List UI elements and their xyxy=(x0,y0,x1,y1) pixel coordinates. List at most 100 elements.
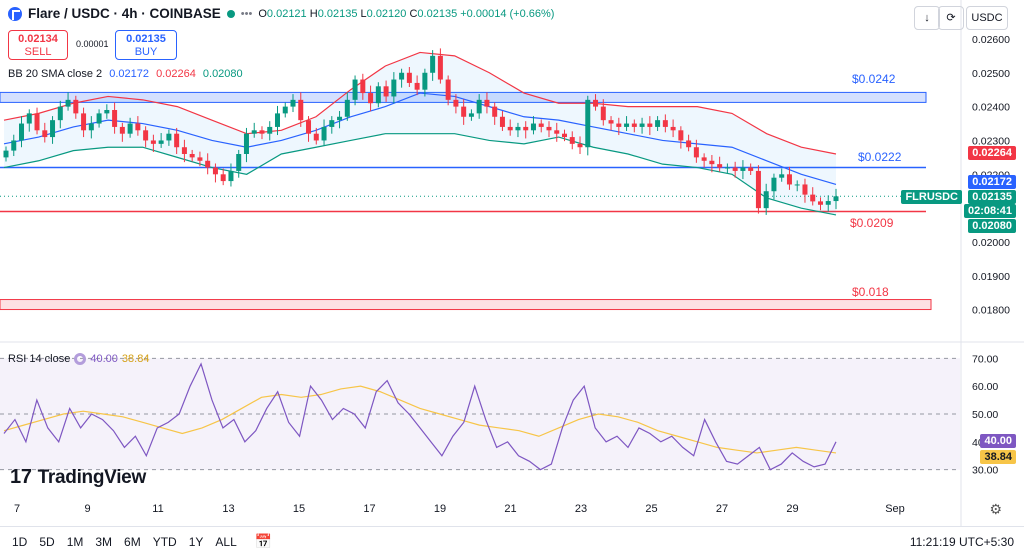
candle-body xyxy=(181,147,187,154)
candle-body xyxy=(825,201,831,205)
refresh-icon[interactable]: ⟳ xyxy=(938,6,964,30)
timeframe-1d[interactable]: 1D xyxy=(12,534,28,549)
candle-body xyxy=(50,120,56,138)
candle-body xyxy=(740,167,746,171)
candle-body xyxy=(414,82,420,90)
level-label-low: $0.0209 xyxy=(850,216,894,230)
candle-body xyxy=(437,55,443,80)
candle-body xyxy=(143,130,149,141)
sell-label: SELL xyxy=(24,46,52,58)
timeframe-all[interactable]: ALL xyxy=(215,534,237,549)
rsi-legend[interactable]: RSI 14 close 40.00 38.84 xyxy=(8,353,150,365)
rsi-tick-label: 70.00 xyxy=(972,353,998,365)
gear-icon[interactable]: ⚙ xyxy=(989,501,1002,517)
bb-legend[interactable]: BB 20 SMA close 2 0.02172 0.02264 0.0208… xyxy=(8,68,243,80)
candle-body xyxy=(212,167,218,175)
candle-body xyxy=(360,79,366,94)
rsi-badge: 40.00 xyxy=(980,434,1016,448)
candle-body xyxy=(724,167,730,169)
candle-body xyxy=(282,106,288,114)
candle-body xyxy=(236,154,242,171)
ohlc-readout: O0.02121 H0.02135 L0.02120 C0.02135 +0.0… xyxy=(258,7,555,20)
candle-body xyxy=(577,143,583,148)
candle-body xyxy=(34,113,40,131)
countdown-badge: 02:08:41 xyxy=(963,204,1016,218)
candle-body xyxy=(608,120,614,124)
price-tick-label: 0.02500 xyxy=(972,68,1010,80)
price-tick-label: 0.02600 xyxy=(972,34,1010,46)
candle-body xyxy=(306,120,312,134)
symbol-title[interactable]: Flare / USDC · 4h · COINBASE xyxy=(28,6,221,21)
buy-button[interactable]: 0.02135 BUY xyxy=(115,30,177,60)
candle-body xyxy=(430,55,436,73)
candle-body xyxy=(507,126,513,131)
candle-body xyxy=(600,106,606,121)
candle-body xyxy=(150,140,156,144)
time-tick-label: Sep xyxy=(885,503,905,515)
candle-body xyxy=(786,174,792,185)
candle-body xyxy=(104,110,110,114)
candle-body xyxy=(771,177,777,192)
bb-basis-value: 0.02172 xyxy=(109,68,149,80)
time-tick-label: 25 xyxy=(645,503,657,515)
ellipsis-icon[interactable]: ••• xyxy=(240,7,253,20)
candle-body xyxy=(3,150,9,158)
timeframe-ytd[interactable]: YTD xyxy=(152,534,177,549)
candle-body xyxy=(461,106,467,117)
last-price-badge: 0.02135 xyxy=(968,190,1016,204)
candle-body xyxy=(616,123,622,127)
candle-body xyxy=(538,123,544,127)
candle-body xyxy=(810,194,816,202)
rsi-tick-label: 30.00 xyxy=(972,465,998,477)
candle-body xyxy=(228,170,234,182)
candle-body xyxy=(523,126,529,131)
candle-body xyxy=(655,120,661,127)
flare-logo-icon xyxy=(8,6,22,21)
candle-body xyxy=(88,123,94,131)
price-tick-label: 0.01800 xyxy=(972,305,1010,317)
candle-body xyxy=(453,99,459,107)
download-icon[interactable]: ↓ xyxy=(914,6,940,30)
rsi-ma-badge: 38.84 xyxy=(980,450,1016,464)
timeframe-1y[interactable]: 1Y xyxy=(188,534,204,549)
price-tick-label: 0.02400 xyxy=(972,102,1010,114)
candle-body xyxy=(205,160,211,168)
candle-body xyxy=(267,126,273,134)
time-tick-label: 19 xyxy=(434,503,446,515)
candle-body xyxy=(73,99,79,114)
timeframe-5d[interactable]: 5D xyxy=(39,534,55,549)
candle-body xyxy=(631,123,637,127)
symbol-header: Flare / USDC · 4h · COINBASE ••• O0.0212… xyxy=(8,6,554,21)
tradingview-logo[interactable]: 17 TradingView xyxy=(10,466,146,488)
candle-body xyxy=(11,140,17,151)
candle-body xyxy=(344,99,350,117)
loading-icon xyxy=(74,353,87,365)
currency-select[interactable]: USDC xyxy=(966,6,1008,30)
candle-body xyxy=(717,164,723,168)
candle-body xyxy=(42,130,48,138)
candle-body xyxy=(755,170,761,209)
price-tick-label: 0.02000 xyxy=(972,237,1010,249)
level-label-mid: $0.0222 xyxy=(858,150,902,164)
timeframe-6m[interactable]: 6M xyxy=(124,534,141,549)
sell-button[interactable]: 0.02134 SELL xyxy=(8,30,68,60)
candle-body xyxy=(119,126,125,134)
candle-body xyxy=(817,201,823,205)
candle-body xyxy=(562,133,568,138)
candle-body xyxy=(647,123,653,127)
time-tick-label: 15 xyxy=(293,503,305,515)
rsi-line xyxy=(3,362,837,471)
rsi-tick-label: 60.00 xyxy=(972,381,998,393)
buy-label: BUY xyxy=(134,46,158,58)
candle-body xyxy=(422,72,428,90)
time-tick-label: 11 xyxy=(152,503,163,515)
candle-body xyxy=(329,120,335,127)
candle-body xyxy=(383,86,389,97)
rsi-ma-value: 38.84 xyxy=(121,353,150,365)
timeframe-1m[interactable]: 1M xyxy=(66,534,84,549)
calendar-icon[interactable]: 📅 xyxy=(254,533,273,549)
timeframe-3m[interactable]: 3M xyxy=(95,534,113,549)
candle-body xyxy=(585,99,591,148)
candle-body xyxy=(406,72,412,83)
